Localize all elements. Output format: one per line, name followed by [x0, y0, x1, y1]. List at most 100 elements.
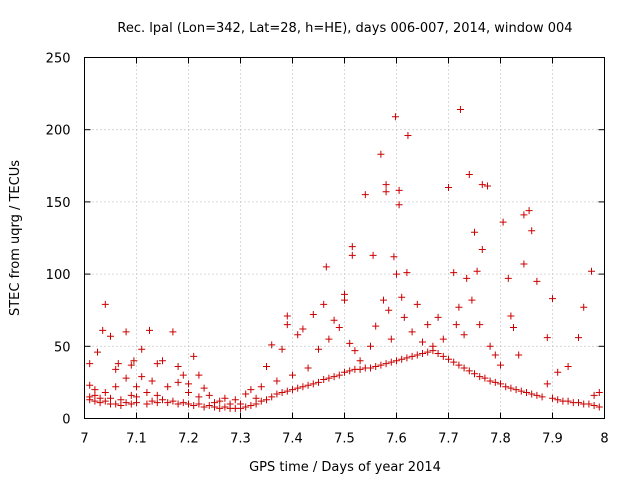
data-point	[382, 360, 390, 368]
data-point	[322, 263, 330, 271]
data-point	[520, 211, 528, 219]
data-point	[133, 393, 140, 401]
data-point	[268, 341, 276, 349]
data-point	[393, 270, 400, 278]
data-point	[395, 186, 403, 194]
data-point	[86, 393, 94, 401]
data-point	[283, 312, 291, 320]
data-point	[398, 293, 406, 301]
data-point	[242, 390, 250, 398]
data-point	[387, 335, 395, 343]
data-point	[429, 342, 437, 350]
data-point	[450, 358, 458, 366]
data-point	[320, 300, 328, 308]
data-point	[146, 326, 153, 334]
data-point	[221, 394, 229, 402]
data-point	[595, 389, 603, 397]
data-point	[575, 399, 582, 407]
data-point	[413, 351, 421, 359]
data-point	[424, 321, 432, 329]
data-point	[185, 380, 192, 388]
data-point	[159, 357, 166, 365]
data-point	[404, 131, 412, 139]
data-point	[481, 374, 489, 382]
data-point	[356, 365, 364, 373]
data-point	[465, 367, 473, 375]
data-point	[169, 328, 177, 336]
data-point	[497, 361, 504, 369]
data-point	[148, 377, 156, 385]
data-point	[101, 389, 109, 397]
data-point	[320, 376, 328, 384]
data-point	[216, 404, 224, 412]
data-point	[216, 397, 224, 405]
data-point	[101, 300, 109, 308]
x-tick-label: 7.4	[282, 432, 303, 447]
data-point	[283, 387, 291, 395]
data-point	[257, 383, 265, 391]
data-point	[325, 335, 333, 343]
data-point	[263, 396, 270, 404]
data-point	[484, 182, 491, 190]
x-tick-label: 7.9	[542, 432, 563, 447]
data-point	[299, 325, 307, 333]
data-point	[96, 394, 104, 402]
data-point	[99, 326, 107, 334]
data-point	[377, 150, 385, 158]
data-point	[543, 380, 551, 388]
y-tick-label: 0	[62, 413, 70, 428]
data-point	[148, 397, 156, 405]
data-point	[473, 267, 481, 275]
data-point	[391, 113, 399, 121]
data-point	[247, 386, 255, 394]
x-tick-label: 7.2	[178, 432, 199, 447]
data-point	[127, 400, 135, 408]
data-point	[107, 332, 114, 340]
data-point	[330, 373, 338, 381]
data-point	[590, 402, 598, 410]
x-tick-label: 8	[600, 432, 608, 447]
data-point	[385, 306, 393, 314]
data-point	[549, 295, 556, 303]
data-point	[195, 371, 203, 379]
data-point	[450, 269, 458, 277]
data-point	[403, 354, 411, 362]
data-points	[86, 105, 603, 412]
data-point	[361, 191, 369, 199]
data-point	[195, 393, 203, 401]
data-point	[585, 400, 593, 408]
data-point	[86, 360, 94, 368]
data-point	[390, 253, 398, 261]
data-point	[434, 350, 442, 358]
data-point	[395, 201, 403, 209]
data-point	[504, 274, 512, 282]
data-point	[528, 390, 536, 398]
data-point	[445, 183, 452, 191]
data-point	[122, 374, 130, 382]
data-point	[112, 365, 120, 373]
data-point	[424, 348, 432, 356]
data-point	[367, 364, 374, 372]
y-tick-label: 250	[46, 52, 71, 67]
data-point	[205, 402, 213, 410]
data-point	[299, 383, 307, 391]
y-axis-ticks: 0 50 100 150 200 250	[46, 52, 605, 428]
data-point	[294, 331, 302, 339]
data-point	[408, 352, 416, 360]
y-axis-title: STEC from uqrg / TECUs	[8, 160, 23, 316]
data-point	[335, 371, 343, 379]
data-point	[242, 403, 250, 411]
data-point	[471, 370, 478, 378]
data-point	[580, 303, 588, 311]
data-point	[169, 397, 177, 405]
data-point	[486, 342, 494, 350]
data-point	[367, 342, 374, 350]
data-point	[315, 378, 322, 386]
x-tick-label: 7.3	[230, 432, 251, 447]
data-point	[159, 396, 166, 404]
data-point	[439, 352, 447, 360]
data-point	[515, 351, 523, 359]
data-point	[263, 363, 270, 371]
data-point	[174, 378, 182, 386]
data-point	[289, 371, 296, 379]
